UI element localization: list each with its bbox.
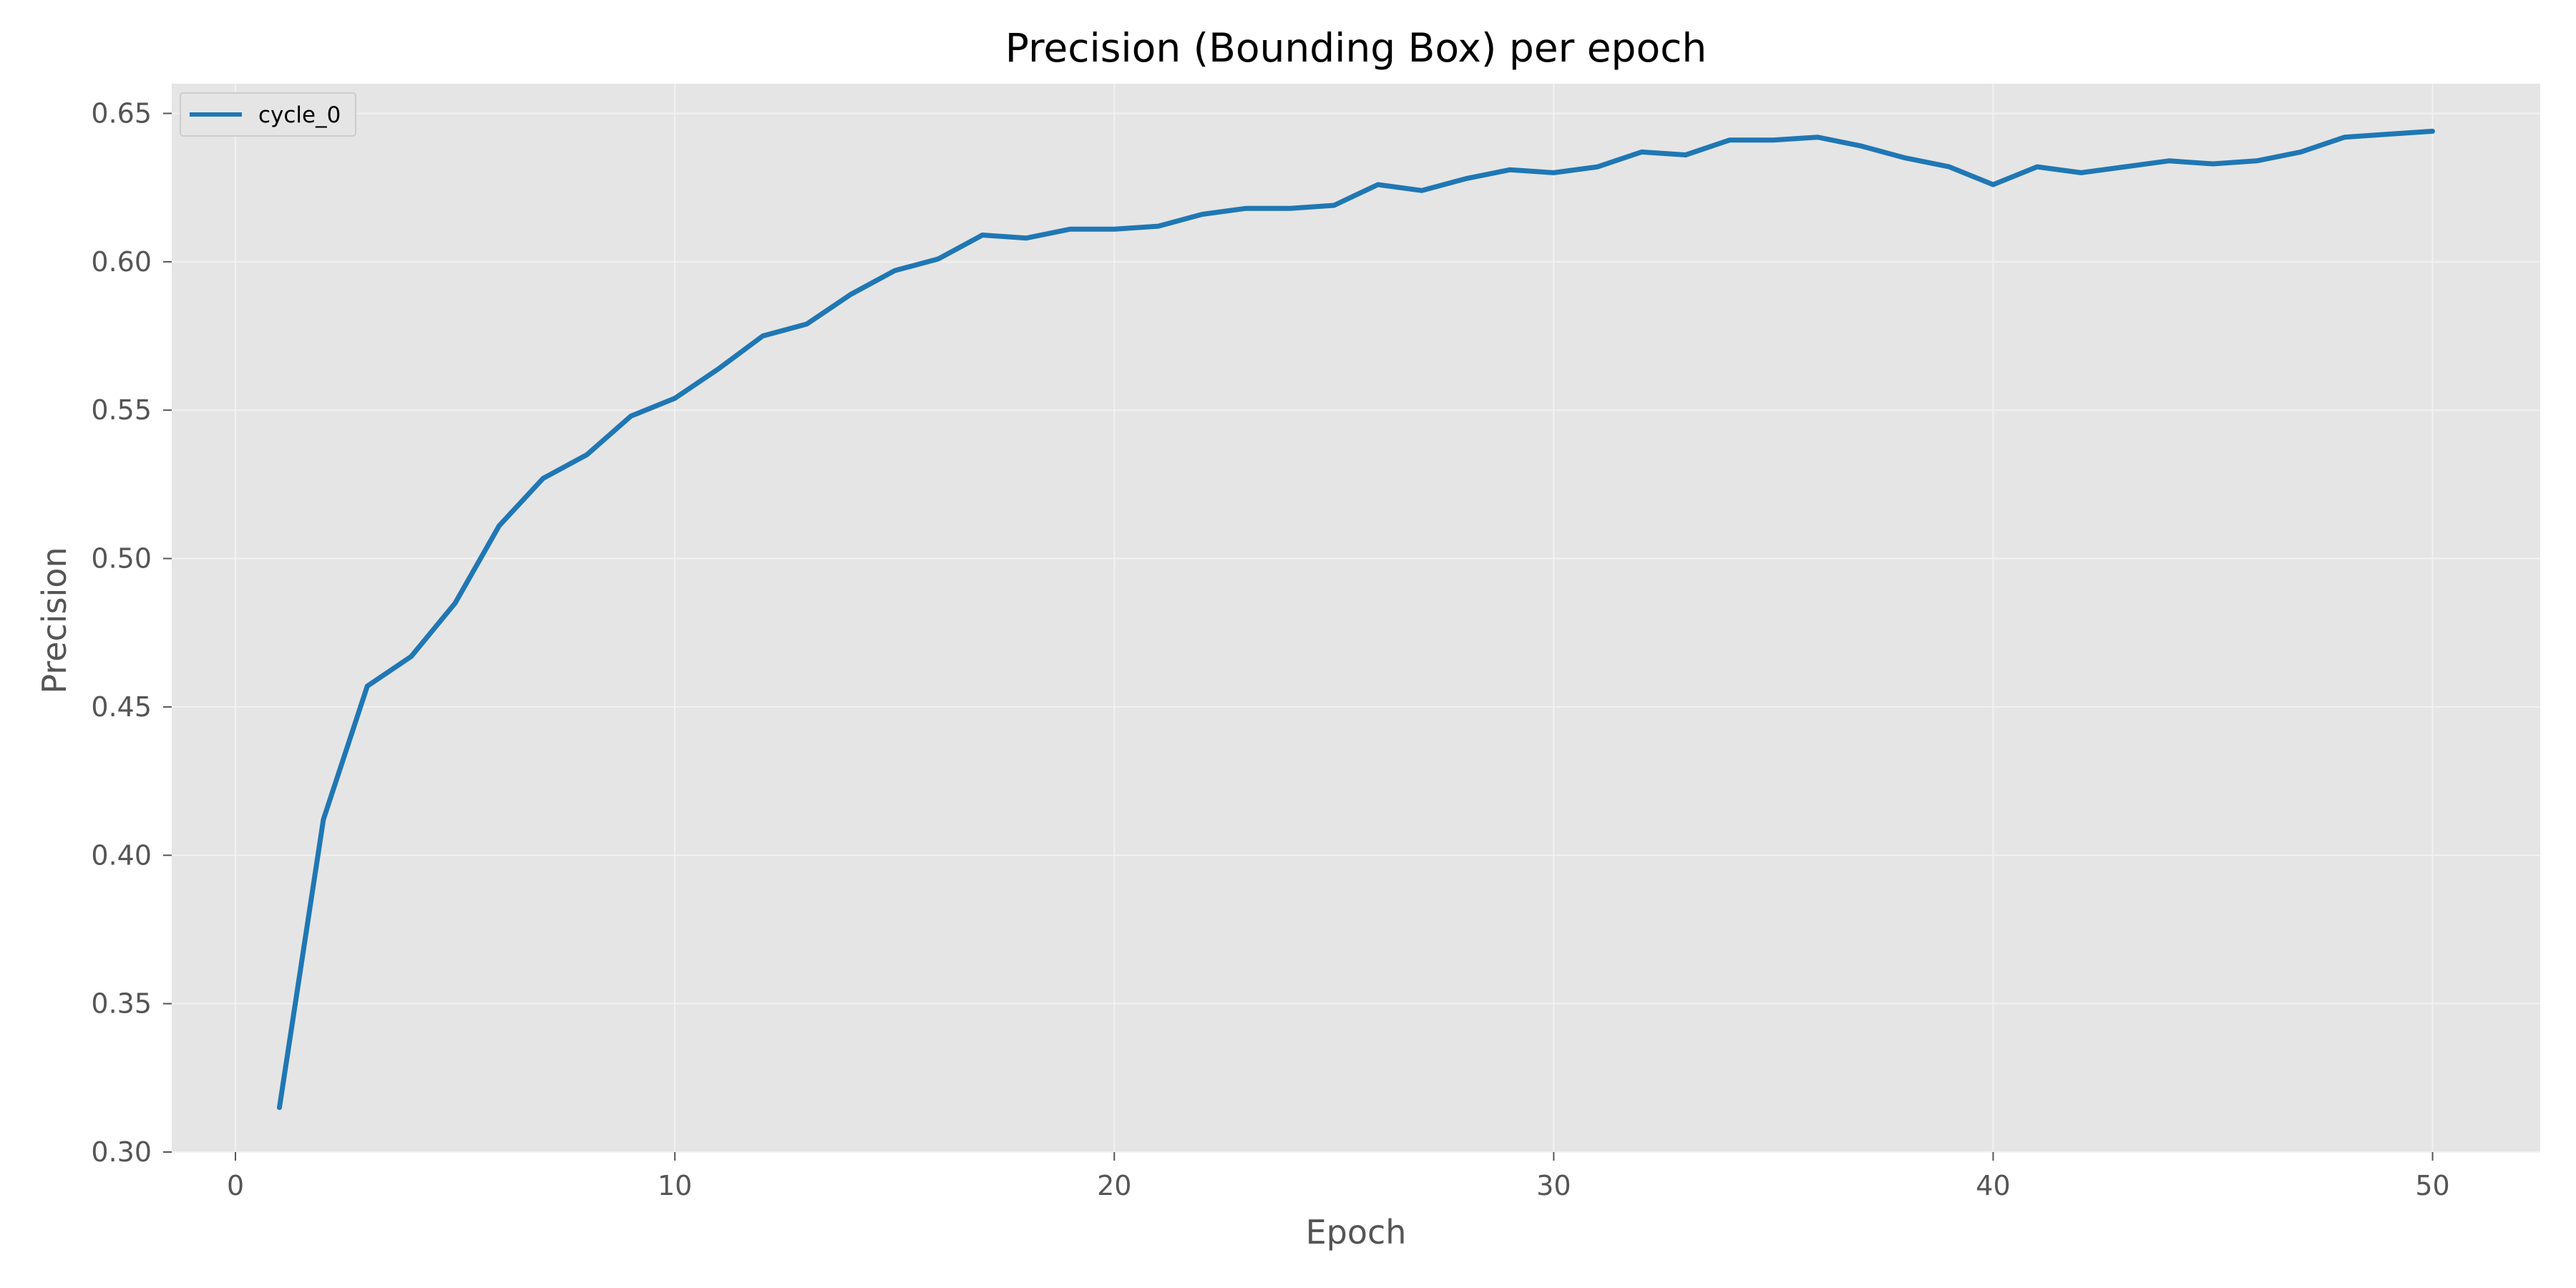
grid-lines xyxy=(172,84,2540,1153)
y-tick-label: 0.50 xyxy=(91,543,152,575)
x-tick-label: 30 xyxy=(1536,1170,1571,1201)
plot-area xyxy=(172,84,2540,1152)
x-tick-label: 40 xyxy=(1976,1170,2010,1201)
legend-box xyxy=(180,92,356,137)
x-tick-label: 50 xyxy=(2415,1170,2449,1201)
x-axis-label: Epoch xyxy=(1306,1213,1407,1252)
y-tick-label: 0.30 xyxy=(91,1136,152,1168)
y-tick-label: 0.60 xyxy=(91,246,152,278)
legend: cycle_0 xyxy=(180,92,356,137)
chart-title: Precision (Bounding Box) per epoch xyxy=(1005,25,1707,71)
x-tick-label: 0 xyxy=(227,1170,244,1201)
series-line-cycle_0 xyxy=(277,128,2435,1111)
y-tick-label: 0.55 xyxy=(91,394,152,426)
y-axis-label: Precision xyxy=(35,547,74,693)
y-tick-label: 0.40 xyxy=(91,839,152,871)
x-axis-ticks: 0 10 20 30 40 50 xyxy=(227,1152,2450,1201)
x-tick-label: 20 xyxy=(1097,1170,1131,1201)
y-tick-label: 0.65 xyxy=(91,97,152,129)
y-tick-label: 0.35 xyxy=(91,988,152,1020)
y-tick-label: 0.45 xyxy=(91,691,152,723)
legend-label: cycle_0 xyxy=(258,102,341,128)
y-axis-ticks: 0.30 0.35 0.40 0.45 0.50 0.55 0.60 0.65 xyxy=(91,97,172,1168)
x-tick-label: 10 xyxy=(658,1170,692,1201)
series-group xyxy=(277,128,2435,1111)
